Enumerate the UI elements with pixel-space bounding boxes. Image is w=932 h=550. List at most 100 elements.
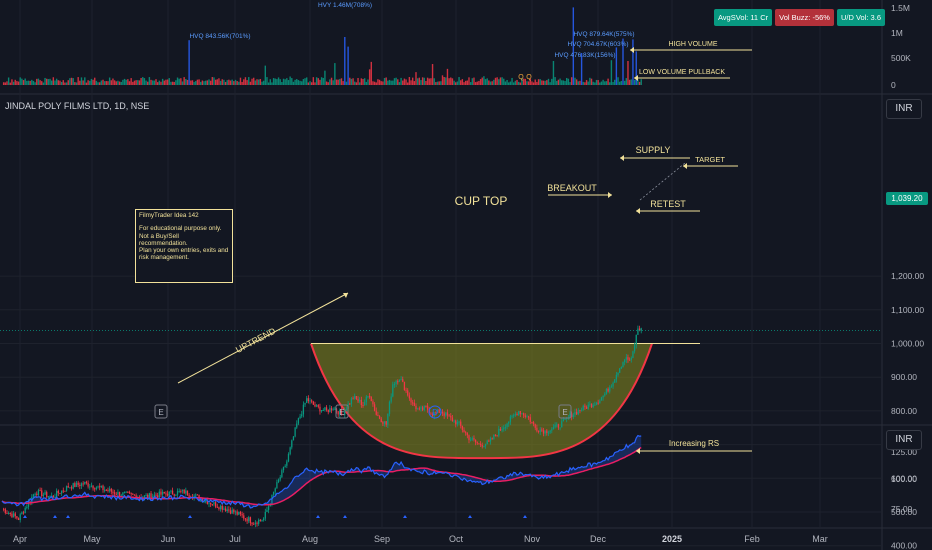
candle-body <box>576 412 577 415</box>
volume-bar <box>331 78 332 85</box>
volume-bar <box>395 78 396 85</box>
volume-bar <box>435 82 436 85</box>
candle-body <box>518 411 519 415</box>
volume-bar <box>397 79 398 85</box>
volume-bar <box>579 81 580 85</box>
candle-body <box>323 410 324 411</box>
cup-pattern <box>311 344 700 459</box>
rs-currency-button[interactable]: INR <box>886 430 922 450</box>
volume-bar <box>39 80 40 85</box>
candle-body <box>245 518 246 519</box>
volume-bar <box>460 80 461 85</box>
candle-body <box>604 394 605 396</box>
volume-bar <box>538 79 539 85</box>
volume-bar <box>124 79 125 85</box>
rs-marker <box>403 515 407 518</box>
candle-body <box>445 412 446 415</box>
volume-bar <box>64 83 65 85</box>
volume-bar <box>177 78 178 85</box>
candle-body <box>266 510 267 512</box>
volume-annotation: HVQ 879.64K(575%) <box>573 31 634 38</box>
candle-body <box>361 400 362 405</box>
idea-title: FilmyTrader Idea 142 <box>139 212 229 219</box>
volume-bar <box>227 80 228 85</box>
volume-bar <box>366 82 367 85</box>
volume-bar <box>41 81 42 85</box>
candle-body <box>420 407 421 408</box>
candle-body <box>164 492 165 494</box>
candle-body <box>319 407 320 412</box>
candle-body <box>159 492 160 498</box>
candle-body <box>16 516 17 518</box>
candle-body <box>314 405 315 407</box>
volume-bar <box>513 82 514 85</box>
volume-bar <box>419 78 420 85</box>
candle-body <box>460 422 461 426</box>
volume-bar <box>127 79 128 85</box>
volume-bar <box>180 78 181 85</box>
volume-bar <box>487 78 488 85</box>
candle-body <box>458 422 459 423</box>
x-tick-label: Sep <box>374 534 390 544</box>
candle-body <box>304 403 305 405</box>
candle-body <box>255 523 256 524</box>
candle-body <box>452 418 453 422</box>
volume-bars <box>3 7 642 85</box>
volume-bar <box>591 79 592 85</box>
candle-body <box>629 360 630 361</box>
volume-bar <box>505 81 506 85</box>
candle-body <box>415 406 416 409</box>
candle-body <box>309 400 310 401</box>
volume-bar <box>228 80 229 85</box>
volume-bar <box>44 78 45 85</box>
candle-body <box>448 416 449 417</box>
volume-bar <box>432 64 433 85</box>
candle-body <box>490 438 491 441</box>
volume-bar <box>333 80 334 85</box>
volume-bar <box>212 77 213 85</box>
volume-bar <box>240 78 241 85</box>
volume-bar <box>284 79 285 85</box>
candle-body <box>495 435 496 436</box>
candle-body <box>591 404 592 407</box>
volume-bar <box>478 81 479 85</box>
volume-bar <box>59 81 60 85</box>
volume-bar <box>495 78 496 85</box>
candle-body <box>210 503 211 504</box>
candle-body <box>598 403 599 404</box>
volume-bar <box>405 79 406 85</box>
volume-bar <box>273 78 274 85</box>
volume-bar <box>218 78 219 85</box>
volume-bar <box>109 78 110 85</box>
volume-bar <box>200 82 201 85</box>
candle-body <box>535 424 536 428</box>
volume-bar <box>604 81 605 85</box>
candle-body <box>228 509 229 510</box>
candle-body <box>273 492 274 495</box>
volume-bar <box>362 79 363 85</box>
candle-body <box>179 491 180 492</box>
target-label: TARGET <box>695 155 725 164</box>
idea-line: risk management. <box>139 254 229 261</box>
candle-body <box>394 384 395 385</box>
volume-bar <box>132 82 133 85</box>
volume-bar <box>506 80 507 85</box>
candle-body <box>412 402 413 403</box>
volume-bar <box>465 81 466 85</box>
candle-body <box>298 418 299 423</box>
x-tick-label: Jun <box>161 534 176 544</box>
volume-bar <box>316 77 317 85</box>
volume-bar <box>169 78 170 85</box>
volume-bar <box>185 79 186 85</box>
x-tick-label: Oct <box>449 534 464 544</box>
rs-marker <box>23 515 27 518</box>
currency-button[interactable]: INR <box>886 99 922 119</box>
volume-bar <box>160 82 161 85</box>
candle-body <box>369 396 370 397</box>
volume-bar <box>564 81 565 85</box>
candle-body <box>614 379 615 382</box>
candle-body <box>465 432 466 433</box>
volume-bar <box>624 81 625 85</box>
volume-bar <box>96 81 97 85</box>
volume-q-marker: Q <box>526 74 532 81</box>
